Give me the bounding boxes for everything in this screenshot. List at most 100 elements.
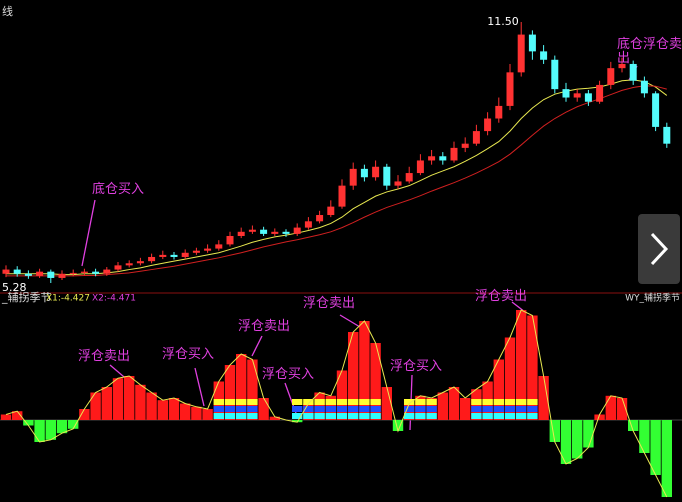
candle-body: [92, 271, 100, 274]
moving-average: [6, 79, 668, 276]
candle-body: [416, 160, 424, 174]
candle-body: [58, 273, 66, 278]
candle-body: [226, 235, 234, 245]
signal-block: [303, 406, 314, 412]
signal-block: [516, 413, 527, 419]
signal-block: [359, 406, 370, 412]
candle-body: [282, 231, 290, 234]
candle-body: [528, 34, 536, 52]
candle-body: [36, 271, 44, 276]
signal-block: [404, 399, 415, 405]
indicator-bar: [583, 420, 594, 448]
signal-block: [415, 406, 426, 412]
signal-block: [325, 399, 336, 405]
candle-body: [495, 105, 503, 119]
candle-body: [47, 271, 55, 278]
signal-block: [370, 413, 381, 419]
signal-block: [471, 399, 482, 405]
indicator-bar: [112, 378, 124, 420]
indicator-bar: [661, 420, 672, 497]
candle-body: [562, 89, 570, 98]
signal-block: [415, 399, 426, 405]
candle-body: [360, 168, 368, 178]
indicator-bar: [202, 409, 213, 420]
annotation: 浮仓卖出: [78, 349, 131, 364]
candle-body: [148, 256, 156, 262]
signal-block: [292, 413, 303, 419]
next-button[interactable]: [638, 214, 680, 284]
indicator-bar: [12, 411, 23, 420]
candle-body: [383, 166, 391, 186]
signal-block: [224, 399, 236, 405]
candle-body: [170, 254, 178, 257]
indicator-bar: [504, 337, 516, 420]
signal-block: [325, 413, 336, 419]
indicator-bar: [180, 403, 191, 420]
signal-block: [303, 399, 314, 405]
signal-block: [348, 399, 359, 405]
signal-block: [236, 406, 247, 412]
signal-block: [370, 406, 381, 412]
candle-body: [506, 72, 514, 106]
panel-title: 线: [2, 4, 13, 18]
signal-block: [292, 399, 303, 405]
candle-body: [640, 80, 648, 94]
indicator-bar: [650, 420, 661, 475]
candle-body: [372, 166, 380, 178]
indicator-bar: [381, 387, 392, 420]
signal-block: [504, 413, 516, 419]
legend-x2: X2:-4.471: [92, 294, 136, 304]
high-label: 11.50: [487, 15, 519, 28]
signal-block: [292, 406, 303, 412]
indicator-bar: [616, 398, 628, 420]
signal-block: [213, 413, 224, 419]
signal-block: [247, 406, 258, 412]
signal-block: [527, 399, 538, 405]
candle-body: [338, 185, 346, 207]
indicator-bar: [639, 420, 650, 453]
chevron: [650, 232, 669, 266]
candle-body: [248, 229, 256, 232]
candle-body: [192, 250, 200, 253]
indicator-bar: [45, 420, 56, 440]
signal-block: [314, 399, 325, 405]
candle-body: [461, 143, 469, 148]
signal-block: [359, 413, 370, 419]
signal-block: [370, 399, 381, 405]
indicator-bar: [124, 376, 135, 420]
indicator-bar: [460, 398, 471, 420]
indicator-bar: [594, 414, 605, 420]
signal-block: [348, 406, 359, 412]
moving-average: [6, 85, 667, 277]
indicator-bar: [56, 420, 68, 434]
candle-body: [136, 261, 144, 264]
signal-block: [247, 399, 258, 405]
signal-block: [471, 413, 482, 419]
indicator-bar: [437, 392, 448, 420]
candle-body: [652, 93, 660, 127]
indicator-bar: [549, 420, 560, 442]
candle-body: [69, 272, 77, 274]
candle-body: [618, 63, 626, 69]
indicator-bar: [493, 359, 504, 420]
candle-body: [584, 93, 592, 102]
indicator-bar: [370, 343, 381, 420]
indicator-bar: [516, 310, 527, 420]
candle-body: [573, 93, 581, 98]
indicator-bar: [224, 365, 236, 420]
indicator-bar: [146, 392, 157, 420]
annotation: 浮仓买入: [162, 347, 215, 362]
signal-block: [482, 406, 493, 412]
indicator-bar: [0, 414, 12, 420]
annotation: 底仓浮仓卖出: [617, 37, 682, 66]
signal-block: [493, 413, 504, 419]
indicator-bar: [392, 420, 404, 431]
candle-body: [629, 63, 637, 81]
indicator-bar: [269, 416, 280, 420]
signal-block: [314, 413, 325, 419]
signal-block: [325, 406, 336, 412]
candle-body: [271, 231, 279, 234]
signal-block: [516, 406, 527, 412]
indicator-bar: [23, 420, 34, 426]
indicator-bar: [560, 420, 572, 464]
